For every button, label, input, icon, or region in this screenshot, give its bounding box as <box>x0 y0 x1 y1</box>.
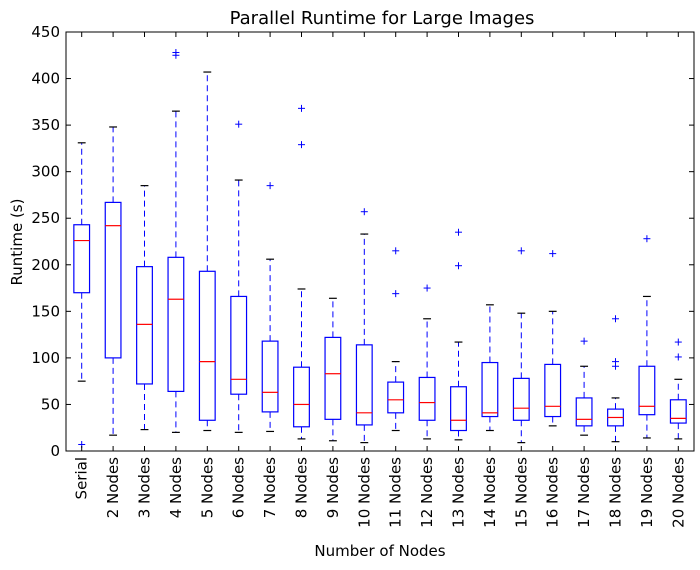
iqr-box <box>544 363 562 418</box>
y-tick-label: 250 <box>31 209 60 227</box>
x-tick-label: Serial <box>73 457 91 499</box>
outlier-marker <box>612 358 619 366</box>
outlier-marker <box>612 315 619 323</box>
box-group <box>198 71 216 432</box>
y-tick-label: 150 <box>31 302 60 320</box>
plot-area <box>73 48 687 448</box>
iqr-box <box>481 361 499 418</box>
box-group <box>544 250 562 427</box>
box-group <box>669 338 687 440</box>
box-group <box>607 315 624 443</box>
iqr-box <box>293 366 310 428</box>
iqr-box <box>198 270 216 421</box>
box-group <box>324 297 342 442</box>
outlier-marker <box>674 353 682 361</box>
y-axis-label: Runtime (s) <box>8 199 26 286</box>
outlier-marker <box>455 262 462 270</box>
outlier-marker <box>266 182 274 190</box>
iqr-box <box>512 377 530 421</box>
outlier-marker <box>360 208 368 216</box>
iqr-box <box>418 376 436 421</box>
x-axis-label: Number of Nodes <box>314 542 445 560</box>
outlier-marker <box>455 228 462 236</box>
y-tick-label: 50 <box>41 395 60 413</box>
outlier-marker <box>423 284 431 292</box>
iqr-box <box>450 386 467 432</box>
outlier-marker <box>580 337 588 345</box>
outlier-marker <box>298 141 305 149</box>
x-tick-label: 20 Nodes <box>669 457 687 528</box>
x-tick-label: 12 Nodes <box>418 457 436 528</box>
x-tick-label: 2 Nodes <box>104 457 122 518</box>
outlier-marker <box>392 247 400 255</box>
x-tick-label: 6 Nodes <box>230 457 248 518</box>
iqr-box <box>167 256 185 393</box>
chart-title: Parallel Runtime for Large Images <box>230 8 535 29</box>
iqr-box <box>104 201 122 359</box>
iqr-box <box>669 399 687 424</box>
x-tick-label: 19 Nodes <box>638 457 656 528</box>
x-tick-label: 5 Nodes <box>198 457 216 518</box>
outlier-marker <box>643 235 651 243</box>
iqr-box <box>355 344 373 426</box>
box-group <box>512 247 530 444</box>
y-tick-label: 0 <box>50 442 60 460</box>
iqr-box <box>230 295 248 395</box>
x-tick-label: 13 Nodes <box>450 457 468 528</box>
box-group <box>136 185 153 431</box>
iqr-box <box>387 381 405 414</box>
outlier-marker <box>674 338 682 346</box>
iqr-box <box>136 266 153 385</box>
box-group <box>293 104 310 440</box>
x-tick-label: 11 Nodes <box>387 457 405 528</box>
outlier-marker <box>392 290 400 298</box>
x-tick-label: 3 Nodes <box>136 457 154 518</box>
box-group <box>450 228 467 441</box>
box-group <box>104 126 122 436</box>
x-tick-label: 14 Nodes <box>481 457 499 528</box>
x-tick-label: 9 Nodes <box>324 457 342 518</box>
x-tick-label: 7 Nodes <box>261 457 279 518</box>
x-tick-label: 15 Nodes <box>512 457 530 528</box>
box-group <box>638 235 656 439</box>
outlier-marker <box>298 104 305 112</box>
y-tick-label: 400 <box>31 70 60 88</box>
axis-ticks: 0 50 100 150 200 250 300 350 400 450 Serial 2 Nodes… <box>31 23 694 528</box>
x-tick-label: 18 Nodes <box>607 457 625 528</box>
y-tick-label: 300 <box>31 163 60 181</box>
iqr-box <box>324 336 342 420</box>
outlier-marker <box>549 250 557 258</box>
outlier-marker <box>517 247 525 255</box>
y-tick-label: 350 <box>31 116 60 134</box>
outlier-marker <box>172 48 180 56</box>
y-tick-label: 100 <box>31 349 60 367</box>
x-tick-label: 17 Nodes <box>575 457 593 528</box>
y-tick-label: 200 <box>31 256 60 274</box>
iqr-box <box>73 224 91 294</box>
box-group <box>575 337 593 436</box>
box-group <box>73 142 91 448</box>
x-tick-label: 8 Nodes <box>293 457 311 518</box>
box-group <box>261 182 279 433</box>
box-group <box>387 247 405 432</box>
x-tick-label: 10 Nodes <box>355 457 373 528</box>
x-tick-label: 16 Nodes <box>544 457 562 528</box>
outlier-marker <box>235 120 243 128</box>
box-group <box>481 304 499 432</box>
iqr-box <box>261 340 279 413</box>
box-group <box>418 284 436 440</box>
box-group <box>230 120 248 433</box>
box-group <box>355 208 373 444</box>
y-tick-label: 450 <box>31 23 60 41</box>
box-group <box>167 48 185 433</box>
iqr-box <box>638 365 656 416</box>
x-tick-label: 4 Nodes <box>167 457 185 518</box>
axes-frame <box>65 31 695 452</box>
iqr-box <box>575 397 593 427</box>
